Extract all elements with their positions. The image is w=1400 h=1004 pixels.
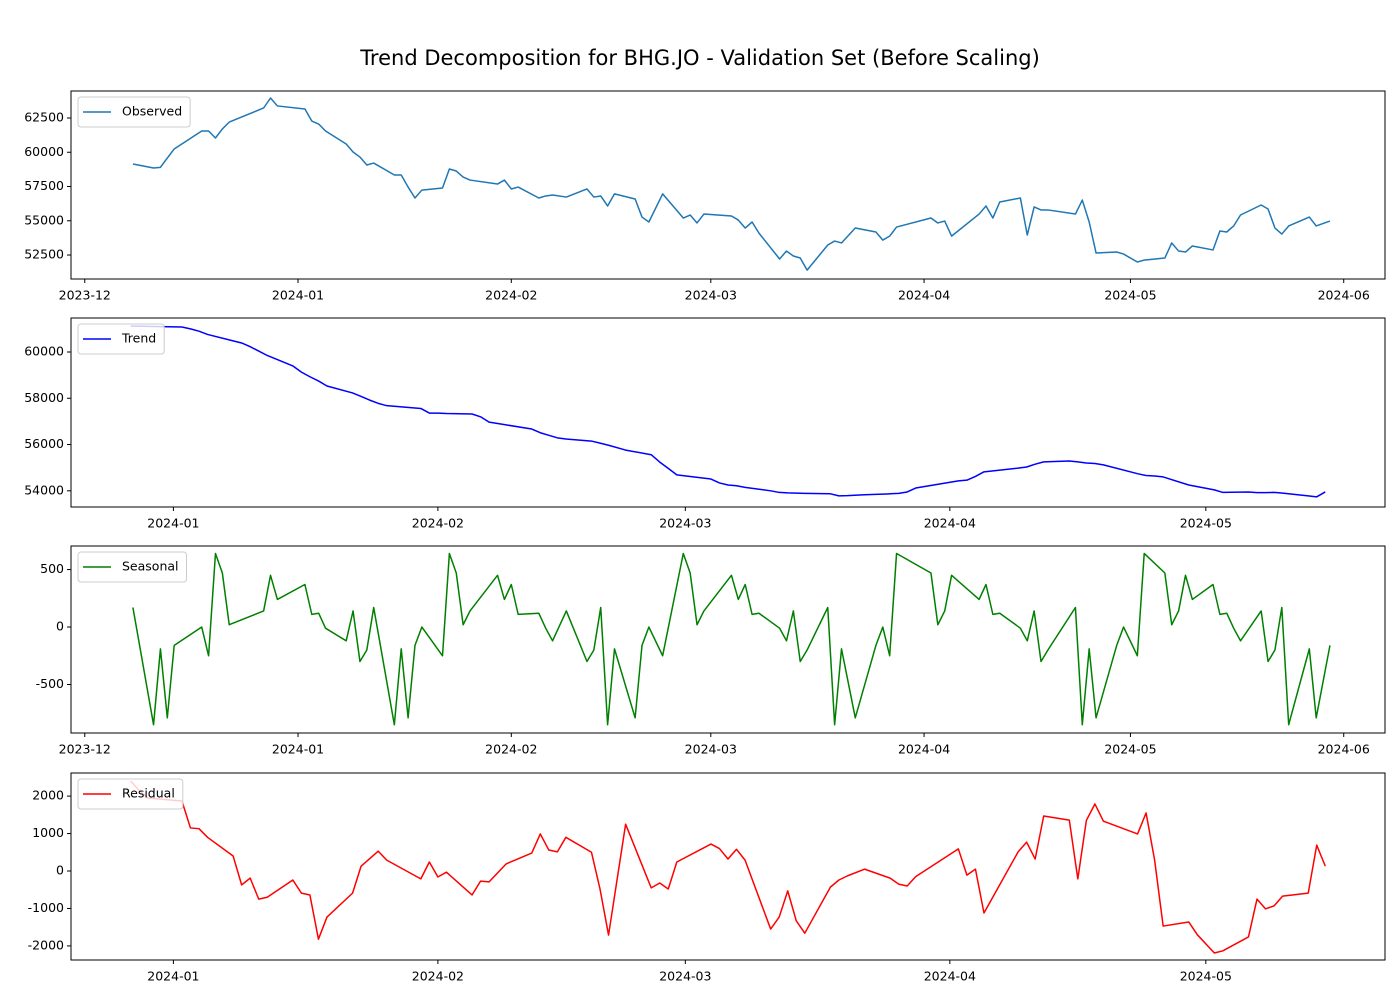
subplot: 54000 56000 58000 60000 2024-01 2024-02 2024-0…	[24, 317, 1386, 531]
x-tick-label: 2024-02	[485, 288, 537, 303]
y-tick-label: 57500	[24, 178, 64, 193]
series-line	[132, 97, 1331, 271]
legend-box	[77, 96, 191, 128]
legend: Residual	[77, 778, 184, 810]
series-line	[130, 780, 1326, 954]
y-tick-label: 55000	[24, 212, 64, 227]
x-tick-label: 2024-04	[924, 516, 976, 531]
x-tick-label: 2023-12	[59, 288, 111, 303]
subplot: -500 0 500 2023-12 2024-01 2024-02 2024-03 2024…	[36, 545, 1386, 757]
series-line	[130, 325, 1326, 498]
figure-title: Trend Decomposition for BHG.JO - Validat…	[359, 46, 1040, 70]
x-tick-label: 2024-01	[272, 742, 324, 757]
y-tick-label: 62500	[24, 109, 64, 124]
x-tick-label: 2024-06	[1318, 742, 1370, 757]
y-tick-label: 0	[56, 863, 64, 878]
x-tick-label: 2024-04	[898, 742, 950, 757]
y-tick-label: -2000	[28, 937, 64, 952]
x-tick-label: 2024-03	[685, 288, 737, 303]
y-tick-label: 1000	[32, 825, 64, 840]
legend-label: Seasonal	[122, 559, 179, 574]
x-tick-label: 2024-04	[924, 969, 976, 984]
legend-label: Trend	[121, 331, 156, 346]
x-tick-label: 2024-05	[1180, 516, 1232, 531]
y-tick-label: 54000	[24, 482, 64, 497]
legend: Observed	[77, 96, 191, 128]
y-tick-label: 500	[40, 561, 64, 576]
axes-frame	[70, 545, 1386, 734]
x-tick-label: 2024-05	[1180, 969, 1232, 984]
x-tick-label: 2024-06	[1318, 288, 1370, 303]
legend: Trend	[77, 323, 165, 355]
legend: Seasonal	[77, 551, 188, 583]
x-tick-label: 2024-02	[412, 516, 464, 531]
x-tick-label: 2024-05	[1104, 288, 1156, 303]
x-tick-label: 2023-12	[59, 742, 111, 757]
y-tick-label: 0	[56, 619, 64, 634]
legend-label: Observed	[122, 104, 182, 119]
series-line	[132, 552, 1331, 726]
x-tick-label: 2024-04	[898, 288, 950, 303]
subplot: 52500 55000 57500 60000 62500 2023-12 2024-01 2…	[24, 90, 1386, 303]
y-tick-label: 60000	[24, 144, 64, 159]
x-tick-label: 2024-01	[272, 288, 324, 303]
y-tick-label: 56000	[24, 436, 64, 451]
y-tick-label: -1000	[28, 900, 64, 915]
y-tick-label: 2000	[32, 788, 64, 803]
x-tick-label: 2024-05	[1104, 742, 1156, 757]
axes-frame	[70, 317, 1386, 508]
subplot: -2000 -1000 0 1000 2000 2024-01 2024-02 2024-03…	[28, 772, 1386, 984]
y-tick-label: -500	[36, 676, 64, 691]
x-tick-label: 2024-01	[147, 516, 199, 531]
legend-box	[77, 323, 165, 355]
legend-label: Residual	[122, 786, 175, 801]
x-tick-label: 2024-01	[147, 969, 199, 984]
x-tick-label: 2024-03	[685, 742, 737, 757]
axes-frame	[70, 772, 1386, 961]
axes-frame	[70, 90, 1386, 280]
y-tick-label: 60000	[24, 344, 64, 359]
legend-box	[77, 778, 184, 810]
legend-box	[77, 551, 188, 583]
x-tick-label: 2024-02	[412, 969, 464, 984]
x-tick-label: 2024-03	[659, 969, 711, 984]
x-tick-label: 2024-02	[485, 742, 537, 757]
y-tick-label: 58000	[24, 390, 64, 405]
x-tick-label: 2024-03	[659, 516, 711, 531]
y-tick-label: 52500	[24, 247, 64, 262]
